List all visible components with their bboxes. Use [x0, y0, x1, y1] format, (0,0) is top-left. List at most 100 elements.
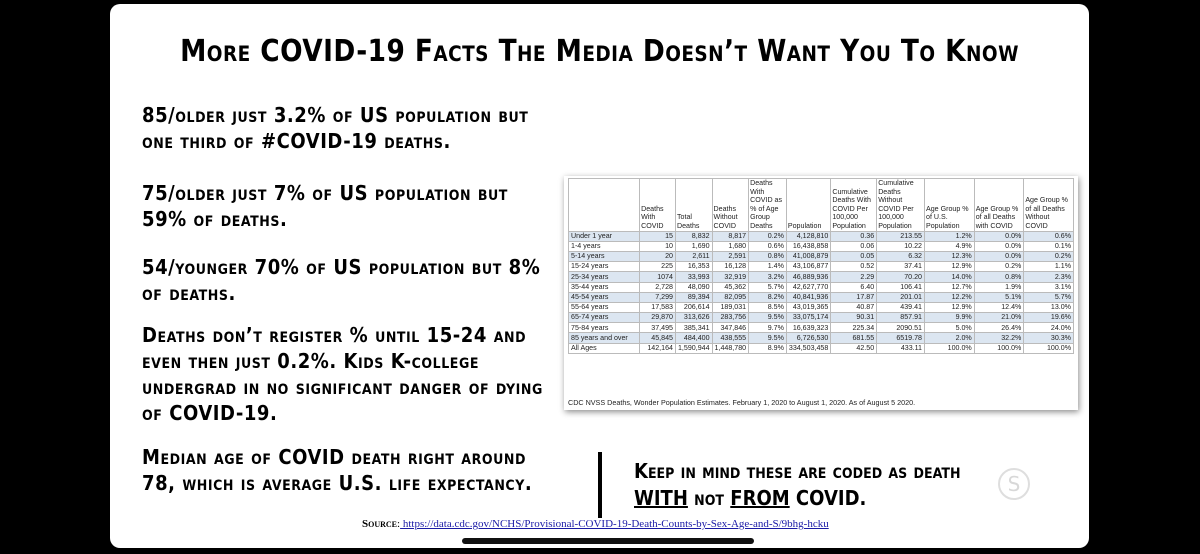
table-cell: 225.34 — [830, 322, 878, 334]
table-cell: 45,845 — [639, 332, 676, 344]
table-cell: 16,639,323 — [785, 322, 832, 334]
cdc-table-image: Deaths With COVID Total Deaths Deaths Wi… — [564, 176, 1078, 410]
table-cell: 40,841,936 — [785, 291, 832, 303]
table-cell: 12.2% — [924, 291, 975, 303]
table-header: Deaths With COVID as % of Age Group Deat… — [748, 178, 787, 232]
source-link[interactable]: https://data.cdc.gov/NCHS/Provisional-CO… — [400, 518, 829, 530]
table-cell: 213.55 — [876, 230, 925, 242]
table-header: Cumulative Deaths Without COVID Per 100,… — [876, 178, 925, 232]
table-cell: 8,817 — [711, 230, 750, 242]
table-cell: 43,106,877 — [785, 261, 832, 273]
table-cell: 484,400 — [674, 332, 713, 344]
table-cell: 347,846 — [711, 322, 750, 334]
note-mid: not — [687, 486, 731, 510]
table-cell: 7,299 — [639, 291, 676, 303]
table-cell: 0.0% — [973, 240, 1025, 252]
table-header: Deaths With COVID — [639, 178, 676, 232]
table-cell: 89,394 — [674, 291, 713, 303]
table-cell: 37,495 — [639, 322, 676, 334]
table-cell: 9.9% — [924, 312, 975, 324]
table-row: 15-24 years 225 16,353 16,128 1.4% 43,106,877… — [567, 261, 1074, 273]
table-header-row: Deaths With COVID Total Deaths Deaths Wi… — [567, 178, 1074, 232]
table-row-label: 25-34 years — [567, 271, 641, 283]
table-cell: 1.4% — [748, 261, 787, 273]
table-header: Deaths Without COVID — [711, 178, 750, 232]
table-row: 35-44 years 2,728 48,090 45,362 5.7% 42,627,7… — [567, 281, 1074, 293]
table-cell: 438,555 — [711, 332, 750, 344]
table-cell: 0.2% — [973, 261, 1025, 273]
table-cell: 16,353 — [674, 261, 713, 273]
table-cell: 8,832 — [674, 230, 713, 242]
table-cell: 16,438,858 — [785, 240, 832, 252]
table-cell: 14.0% — [924, 271, 975, 283]
table-row: Under 1 year 15 8,832 8,817 0.2% 4,128,810 0.3… — [567, 230, 1074, 242]
table-cell: 0.8% — [973, 271, 1025, 283]
table-cell: 12.9% — [924, 301, 975, 314]
table-cell: 385,341 — [674, 322, 713, 334]
table-cell: 9.5% — [748, 332, 787, 344]
table-cell: 3.2% — [748, 271, 787, 283]
table-header: Age Group % of all Deaths with COVID — [973, 178, 1025, 232]
table-cell: 15 — [639, 230, 676, 242]
table-cell: 42.50 — [830, 342, 878, 354]
table-cell: 283,756 — [711, 312, 750, 324]
table-cell: 3.1% — [1023, 281, 1074, 293]
table-cell: 0.6% — [1023, 230, 1074, 242]
table-cell: 1,690 — [674, 240, 713, 252]
table-cell: 9.5% — [748, 312, 787, 324]
table-cell: 225 — [639, 261, 676, 273]
table-row-label: 45-54 years — [567, 291, 641, 303]
table-cell: 33,993 — [674, 271, 713, 283]
table-cell: 42,627,770 — [785, 281, 832, 293]
table-cell: 201.01 — [876, 291, 925, 303]
table-header: Total Deaths — [674, 178, 713, 232]
table-cell: 439.41 — [876, 301, 925, 314]
table-cell: 0.2% — [748, 230, 787, 242]
table-cell: 0.05 — [830, 250, 878, 263]
table-row-label: 65-74 years — [567, 312, 641, 324]
table-cell: 0.06 — [830, 240, 878, 252]
table-cell: 313,626 — [674, 312, 713, 324]
table-cell: 70.20 — [876, 271, 925, 283]
source-colon: : — [397, 518, 401, 530]
table-cell: 0.6% — [748, 240, 787, 252]
table-header: Cumulative Deaths With COVID Per 100,000… — [830, 178, 878, 232]
table-cell: 5.1% — [973, 291, 1025, 303]
table-cell: 45,362 — [711, 281, 750, 293]
table-cell: 857.91 — [876, 312, 925, 324]
table-cell: 4.9% — [924, 240, 975, 252]
table-cell: 17.87 — [830, 291, 878, 303]
table-cell: 0.2% — [1023, 250, 1074, 263]
table-row: 25-34 years 1074 33,993 32,919 3.2% 46,889,93… — [567, 271, 1074, 283]
table-row: All Ages 142,164 1,590,944 1,448,780 8.9% 334… — [567, 342, 1074, 354]
table-cell: 2.3% — [1023, 271, 1074, 283]
table-header: Age Group % of U.S. Population — [924, 178, 975, 232]
table-row-label: 55-64 years — [567, 301, 641, 314]
home-indicator-bar[interactable] — [462, 538, 754, 544]
table-row: 85 years and over 45,845 484,400 438,555 9.5… — [567, 332, 1074, 344]
table-cell: 1,590,944 — [674, 342, 713, 354]
table-cell: 17,583 — [639, 301, 676, 314]
table-cell: 40.87 — [830, 301, 878, 314]
table-cell: 0.0% — [973, 230, 1025, 242]
point-75-older: 75/older just 7% of US population but 59… — [142, 181, 508, 231]
table-cell: 6,726,530 — [785, 332, 832, 344]
table-header: Age Group % of all Deaths Without COVID — [1023, 178, 1074, 232]
point-54-younger: 54/younger 70% of US population but 8% o… — [142, 255, 541, 305]
table-row-label: Under 1 year — [567, 230, 641, 242]
vertical-divider — [598, 452, 602, 518]
table-cell: 33,075,174 — [785, 312, 832, 324]
table-cell: 2,728 — [639, 281, 676, 293]
table-cell: 0.52 — [830, 261, 878, 273]
table-cell: 681.55 — [830, 332, 878, 344]
table-cell: 0.1% — [1023, 240, 1074, 252]
table-row: 75-84 years 37,495 385,341 347,846 9.7% 16,63… — [567, 322, 1074, 334]
table-cell: 100.0% — [924, 342, 975, 354]
table-cell: 100.0% — [1023, 342, 1074, 354]
table-cell: 334,503,458 — [785, 342, 832, 354]
table-cell: 433.11 — [876, 342, 925, 354]
table-cell: 1074 — [639, 271, 676, 283]
table-cell: 41,008,879 — [785, 250, 832, 263]
table-row: 55-64 years 17,583 206,614 189,031 8.5% 43,01… — [567, 301, 1074, 314]
table-cell: 9.7% — [748, 322, 787, 334]
